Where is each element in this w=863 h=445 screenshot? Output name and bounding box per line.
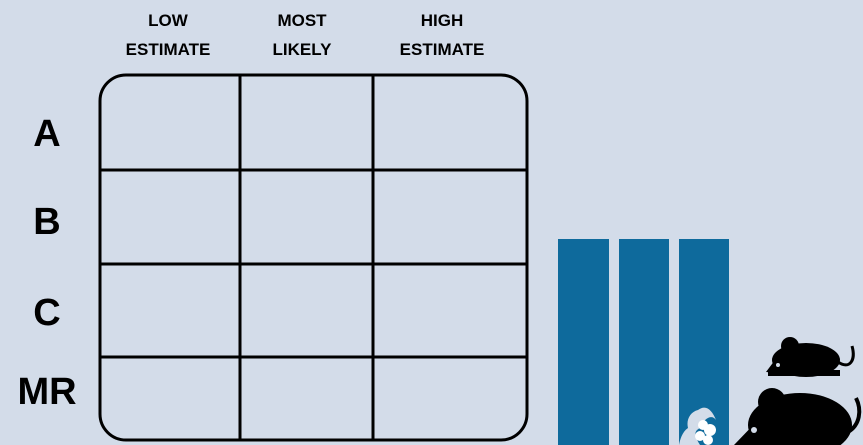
column-header: LIKELY: [273, 40, 333, 59]
row-label: A: [33, 113, 60, 155]
column-header: ESTIMATE: [400, 40, 485, 59]
column-header: LOW: [148, 11, 189, 30]
table-frame: [98, 73, 529, 442]
row-label: MR: [17, 371, 76, 413]
row-label: B: [33, 201, 60, 243]
column-header: MOST: [277, 11, 327, 30]
column-header: HIGH: [421, 11, 464, 30]
bar-decoration-nibbled: [679, 239, 729, 445]
column-header: ESTIMATE: [126, 40, 211, 59]
mouse-eye: [776, 363, 780, 367]
bar-decoration: [558, 239, 609, 445]
mouse-small: [766, 337, 855, 377]
crumbs: [695, 420, 716, 445]
bar-decoration: [619, 239, 669, 445]
mouse-eye: [751, 427, 757, 433]
row-label: C: [33, 292, 60, 334]
mouse-large: [734, 388, 862, 445]
labels: LOW ESTIMATE MOST LIKELY HIGH ESTIMATE A B C MR: [17, 11, 484, 413]
